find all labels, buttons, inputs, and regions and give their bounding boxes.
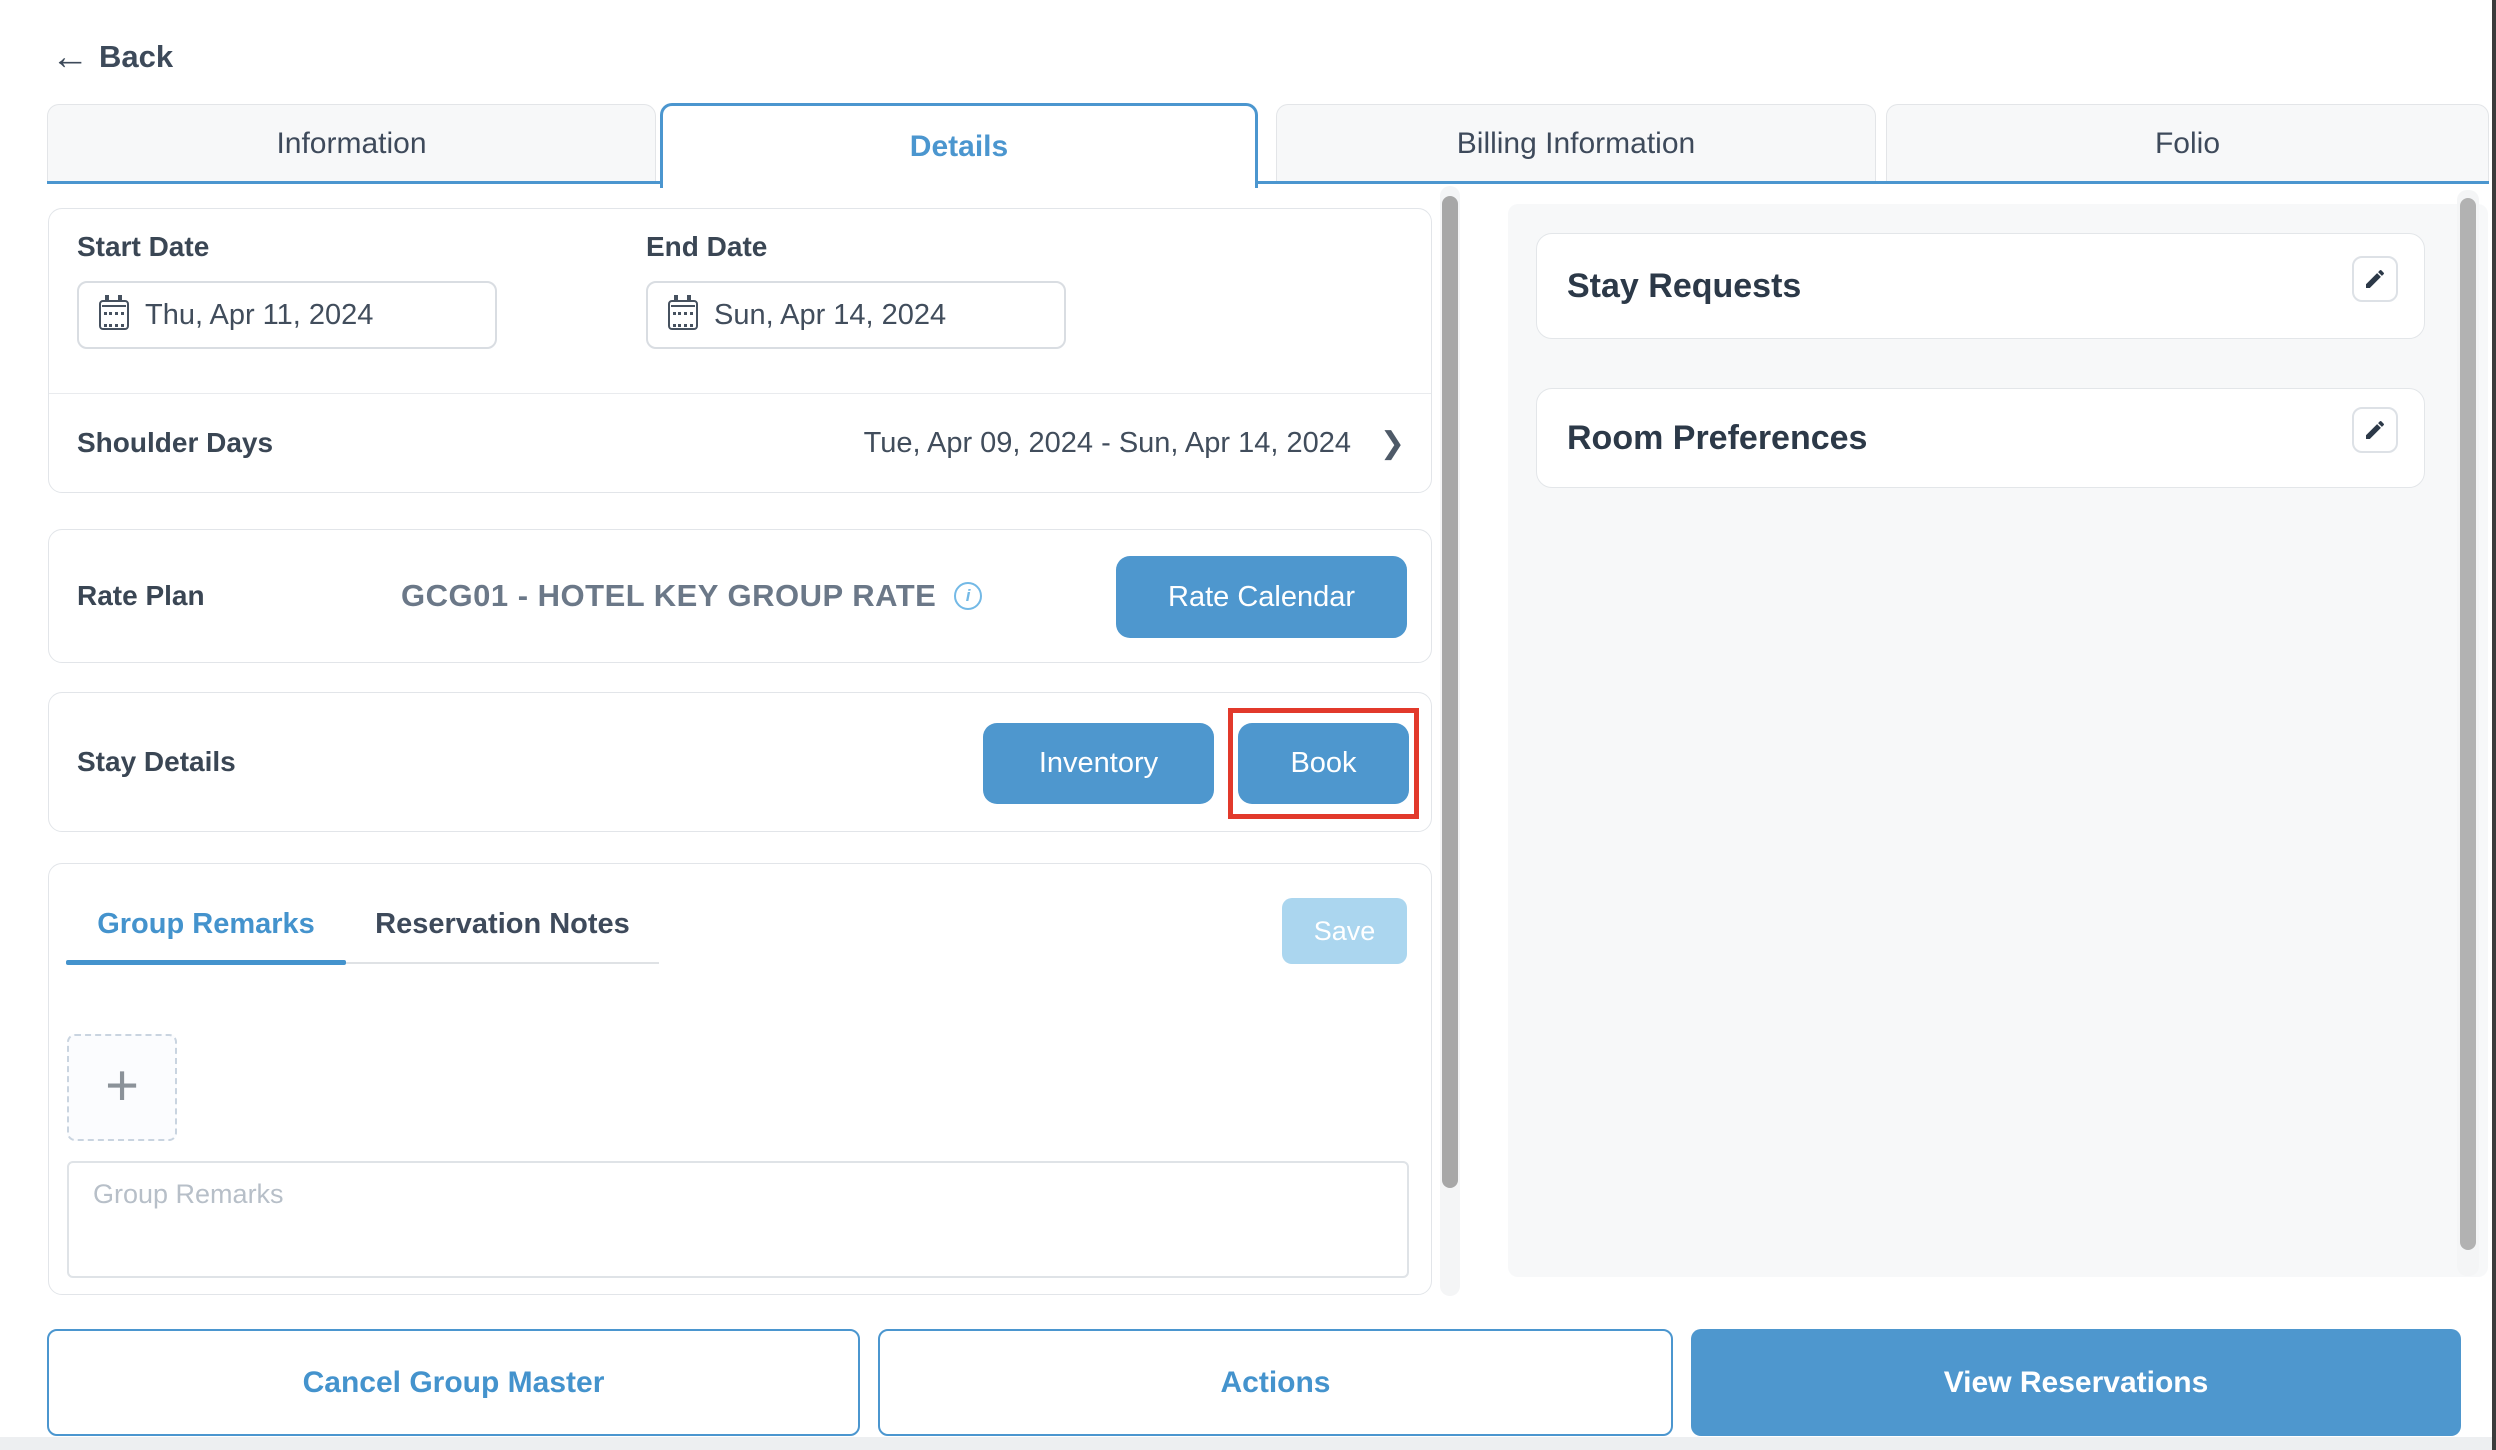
remarks-active-tab-underline xyxy=(66,960,346,965)
tab-details[interactable]: Details xyxy=(660,103,1258,188)
stay-details-card: Stay Details Inventory Book xyxy=(48,692,1432,832)
back-label: Back xyxy=(99,39,174,74)
right-scrollbar-thumb[interactable] xyxy=(2460,198,2476,1250)
tab-folio[interactable]: Folio xyxy=(1886,104,2489,182)
plus-icon: + xyxy=(105,1052,139,1118)
stay-dates-card: Start Date End Date Thu, Apr 11, 2024 Su… xyxy=(48,208,1432,493)
left-scrollbar-thumb[interactable] xyxy=(1442,196,1458,1188)
pencil-icon xyxy=(2366,421,2384,439)
edit-stay-requests-button[interactable] xyxy=(2352,256,2398,302)
pencil-icon xyxy=(2366,270,2384,288)
view-reservations-button[interactable]: View Reservations xyxy=(1691,1329,2461,1436)
tab-strip-underline xyxy=(47,181,2489,184)
left-arrow-icon: ← xyxy=(51,36,89,78)
back-button[interactable]: ← Back xyxy=(51,38,173,76)
edit-room-preferences-button[interactable] xyxy=(2352,407,2398,453)
side-panel: Stay Requests Room Preferences xyxy=(1508,204,2488,1277)
remarks-tab-underline xyxy=(66,962,659,964)
end-date-input[interactable]: Sun, Apr 14, 2024 xyxy=(646,281,1066,349)
book-button-highlight xyxy=(1228,708,1419,819)
shoulder-days-row[interactable]: Shoulder Days Tue, Apr 09, 2024 - Sun, A… xyxy=(49,394,1431,492)
rate-plan-value: GCG01 - HOTEL KEY GROUP RATE xyxy=(401,578,937,613)
info-icon[interactable]: i xyxy=(954,582,983,610)
rate-plan-label: Rate Plan xyxy=(77,580,205,611)
save-button[interactable]: Save xyxy=(1282,898,1407,964)
start-date-value: Thu, Apr 11, 2024 xyxy=(145,298,374,331)
tab-group-remarks[interactable]: Group Remarks xyxy=(97,907,315,940)
group-remarks-card: Group Remarks Reservation Notes Save + xyxy=(48,863,1432,1295)
add-remark-button[interactable]: + xyxy=(67,1034,177,1141)
group-remarks-textarea[interactable] xyxy=(67,1161,1409,1278)
stay-requests-card: Stay Requests xyxy=(1536,233,2425,339)
tab-information[interactable]: Information xyxy=(47,104,656,182)
cancel-group-master-button[interactable]: Cancel Group Master xyxy=(47,1329,860,1436)
end-date-label: End Date xyxy=(646,231,768,262)
actions-button[interactable]: Actions xyxy=(878,1329,1673,1436)
room-preferences-title: Room Preferences xyxy=(1567,418,1868,457)
calendar-icon xyxy=(99,295,129,330)
start-date-input[interactable]: Thu, Apr 11, 2024 xyxy=(77,281,497,349)
rate-plan-card: Rate Plan GCG01 - HOTEL KEY GROUP RATE i… xyxy=(48,529,1432,663)
shoulder-days-label: Shoulder Days xyxy=(77,427,274,458)
card-divider xyxy=(49,393,1431,394)
chevron-right-icon: ❯ xyxy=(1379,426,1405,460)
tab-reservation-notes[interactable]: Reservation Notes xyxy=(375,907,630,940)
end-date-value: Sun, Apr 14, 2024 xyxy=(714,298,947,331)
footer-strip xyxy=(0,1437,2496,1450)
stay-details-label: Stay Details xyxy=(77,746,236,777)
stay-requests-title: Stay Requests xyxy=(1567,266,1802,305)
book-button[interactable]: Book xyxy=(1238,723,1409,804)
rate-calendar-button[interactable]: Rate Calendar xyxy=(1116,556,1407,638)
shoulder-days-value: Tue, Apr 09, 2024 - Sun, Apr 14, 2024 xyxy=(863,426,1351,459)
room-preferences-card: Room Preferences xyxy=(1536,388,2425,488)
window-edge xyxy=(2492,0,2496,1450)
calendar-icon xyxy=(668,295,698,330)
start-date-label: Start Date xyxy=(77,231,210,262)
tab-billing-information[interactable]: Billing Information xyxy=(1276,104,1876,182)
inventory-button[interactable]: Inventory xyxy=(983,723,1214,804)
